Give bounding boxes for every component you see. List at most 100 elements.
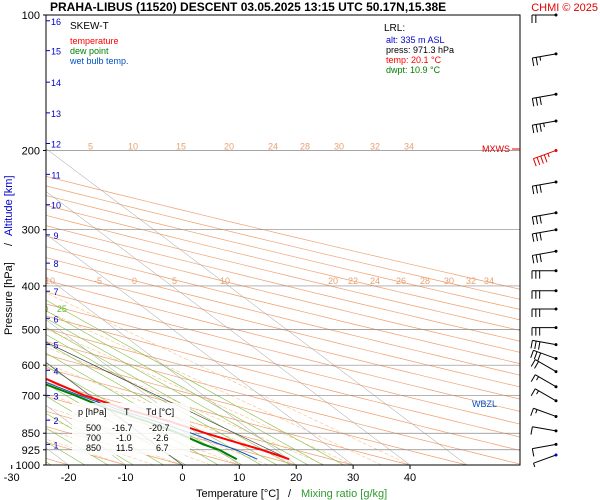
wind-barb — [530, 339, 558, 350]
isotherm-line — [46, 361, 183, 465]
moist-adiabat-line — [46, 310, 382, 465]
barb-station-dot — [554, 228, 558, 232]
barb-staff — [532, 339, 557, 346]
barb-feather — [530, 426, 533, 435]
isotherm-line — [46, 148, 468, 465]
barb-feather — [543, 154, 548, 163]
barb-station-dot — [554, 269, 558, 273]
table-header-t: T — [124, 407, 130, 417]
pressure-tick-label: 500 — [22, 325, 40, 337]
barb-half-feather — [535, 409, 538, 414]
wind-barb — [530, 374, 558, 389]
parcel-line — [46, 341, 290, 460]
wind-barb — [531, 92, 558, 107]
levels-table: p [hPa] T Td [°C] 500 -16.7 -20.7 700 -1… — [72, 403, 190, 455]
barb-staff — [533, 407, 557, 417]
y-axis-title: Pressure [hPa] — [3, 262, 15, 335]
x-tick-label: 20 — [290, 472, 302, 484]
adiabat-label: 10 — [128, 141, 138, 151]
barb-feather — [534, 340, 537, 350]
lrl-box: LRL: alt: 335 m ASL press: 971.3 hPa tem… — [382, 20, 486, 76]
barb-station-dot — [554, 343, 558, 347]
barb-station-dot — [554, 13, 558, 17]
barb-feather — [531, 448, 535, 457]
adiabat-label: 15 — [176, 141, 186, 151]
barb-feather — [531, 216, 535, 225]
x-tick-label: -20 — [61, 472, 77, 484]
adiabat-label: 30 — [334, 141, 344, 151]
barb-station-dot — [554, 148, 558, 152]
x-tick-label: -30 — [4, 472, 20, 484]
barb-feather — [539, 123, 542, 132]
pressure-tick-label: 1000 — [16, 460, 40, 472]
barb-feather — [540, 155, 544, 164]
dry-adiabat-line — [46, 175, 520, 290]
barb-station-dot — [554, 399, 558, 403]
pressure-tick-label: 100 — [22, 10, 40, 22]
barb-half-feather — [532, 463, 536, 468]
barb-feather — [535, 124, 539, 133]
moist-adiabat-line — [46, 328, 354, 465]
table-cell: 6.7 — [156, 443, 169, 453]
barb-feather — [537, 352, 542, 361]
barb-station-dot — [554, 385, 558, 389]
wind-barb — [531, 326, 558, 336]
altitude-tick-label: 5 — [53, 341, 58, 351]
barb-staff — [534, 388, 557, 402]
adiabat-label: 24 — [370, 276, 380, 286]
wind-barb — [531, 269, 558, 279]
wind-barb — [532, 453, 558, 468]
adiabat-label: 28 — [300, 141, 310, 151]
lrl-altitude: alt: 335 m ASL — [386, 35, 445, 45]
barb-feather — [539, 232, 542, 241]
barb-staff — [532, 53, 557, 59]
barb-half-feather — [547, 153, 550, 158]
barb-feather — [539, 254, 542, 263]
barb-half-feather — [543, 123, 545, 128]
barb-staff — [533, 454, 557, 464]
barb-feather — [539, 96, 542, 106]
barb-feather — [530, 340, 533, 349]
altitude-tick-label: 15 — [51, 47, 61, 57]
altitude-tick-label: 7 — [53, 287, 58, 297]
barb-feather — [530, 388, 536, 396]
barb-staff — [532, 120, 557, 126]
lrl-title: LRL: — [384, 23, 405, 34]
barb-station-dot — [554, 211, 558, 215]
pressure-tick-label: 200 — [22, 145, 40, 157]
adiabat-label: 0 — [132, 276, 137, 286]
plot-frame — [45, 14, 521, 466]
barb-feather — [530, 359, 536, 367]
wind-barb — [531, 13, 558, 23]
wind-barb — [531, 180, 558, 195]
barb-station-dot — [554, 119, 558, 123]
mixing-ratio-label: 25 — [57, 304, 67, 314]
adiabat-label: 20 — [328, 276, 338, 286]
wind-barb — [530, 407, 558, 418]
barb-feather — [532, 158, 537, 167]
barb-station-dot — [554, 289, 558, 293]
barb-feather — [530, 408, 534, 416]
isotherm-line — [46, 191, 411, 465]
wind-barb — [530, 359, 558, 374]
adiabat-label: 5 — [172, 276, 177, 286]
wind-barb — [531, 442, 558, 457]
legend-item-dewpoint: dew point — [70, 46, 109, 56]
x-tick-label: 0 — [179, 472, 185, 484]
dry-adiabat-line — [46, 246, 520, 365]
pressure-tick-label: 400 — [22, 281, 40, 293]
adiabat-label: 28 — [420, 276, 430, 286]
altitude-tick-label: 8 — [53, 259, 58, 269]
adiabat-label: -5 — [94, 276, 102, 286]
wind-barb — [531, 211, 558, 225]
altitude-tick-label: 6 — [53, 314, 58, 324]
altitude-tick-label: 11 — [51, 170, 60, 180]
barb-station-dot — [554, 442, 558, 446]
barb-feather — [535, 254, 539, 263]
pressure-tick-label: 700 — [22, 390, 40, 402]
dry-adiabat-line — [46, 291, 520, 412]
barb-feather — [535, 185, 539, 194]
pressure-tick-label: 300 — [22, 225, 40, 237]
barb-feather — [530, 374, 536, 382]
